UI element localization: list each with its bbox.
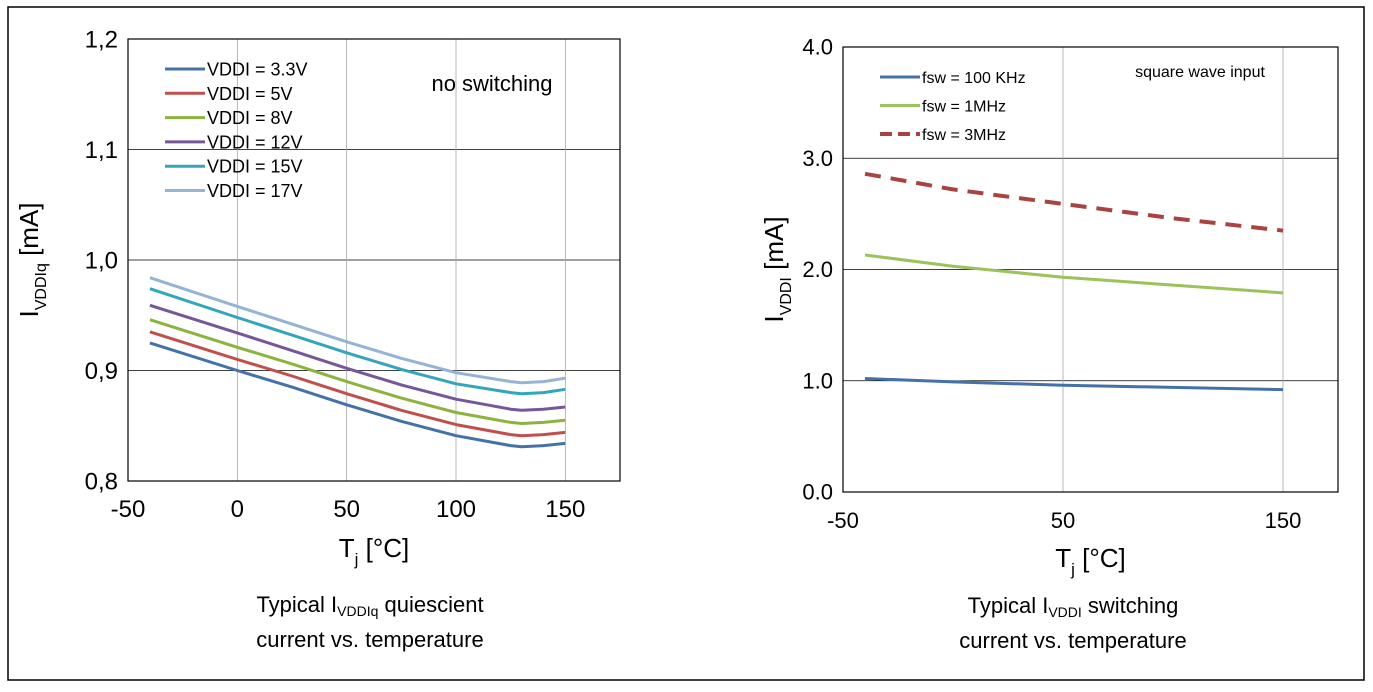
- x-axis-label-sub: j: [1070, 560, 1075, 579]
- x-tick-label: 150: [545, 496, 585, 523]
- series-line-1: [149, 341, 566, 449]
- x-tick-label: -50: [111, 496, 146, 523]
- y-axis-label-unit: [mA]: [14, 202, 44, 263]
- y-tick-label: 4.0: [802, 35, 833, 60]
- x-axis-label-main: T: [339, 533, 355, 563]
- series-line-5: [149, 287, 566, 396]
- legend-label-6: VDDI = 17V: [207, 181, 303, 201]
- legend-label-2: fsw = 1MHz: [922, 98, 1006, 115]
- y-axis-label-sub: VDDIq: [33, 263, 50, 310]
- y-axis-label-unit: [mA]: [759, 216, 789, 277]
- legend-label-3: fsw = 3MHz: [922, 127, 1006, 144]
- chart-title-text: quiescient: [378, 592, 483, 617]
- y-tick-label: 0,8: [85, 468, 118, 495]
- chart-title-line2: current vs. temperature: [959, 628, 1186, 653]
- x-axis-label-sub: j: [354, 550, 359, 569]
- chart-title-line1: Typical IVDDIq quiescient: [256, 592, 483, 619]
- series-line-1: [864, 377, 1284, 392]
- legend-label-1: VDDI = 3.3V: [207, 59, 308, 79]
- y-tick-label: 1.0: [802, 368, 833, 393]
- chart-title-text: Typical I: [256, 592, 337, 617]
- legend-label-5: VDDI = 15V: [207, 157, 303, 177]
- y-tick-label: 0,9: [85, 358, 118, 385]
- y-axis-label-main: I: [759, 315, 789, 322]
- series-line-4: [149, 303, 566, 412]
- legend-label-2: VDDI = 5V: [207, 84, 293, 104]
- chart-title-text: switching: [1082, 593, 1179, 618]
- y-axis-label: IVDDIq [mA]: [14, 202, 50, 317]
- legend-label-3: VDDI = 8V: [207, 108, 293, 128]
- x-tick-label: -50: [827, 508, 859, 533]
- x-axis-label: Tj [°C]: [1055, 543, 1126, 579]
- chart-title-line2: current vs. temperature: [256, 627, 483, 652]
- x-axis-label-unit: [°C]: [358, 533, 409, 563]
- chart-title-sub: VDDIq: [337, 603, 378, 619]
- y-axis-label: IVDDI [mA]: [759, 216, 795, 322]
- legend-label-4: VDDI = 12V: [207, 132, 303, 152]
- y-tick-label: 3.0: [802, 146, 833, 171]
- chart-title-text: Typical I: [968, 593, 1049, 618]
- y-tick-label: 1,2: [85, 26, 118, 53]
- y-axis-label-sub: VDDI: [778, 277, 795, 315]
- series-line-6: [149, 276, 566, 385]
- x-axis-label: Tj [°C]: [339, 533, 410, 569]
- x-tick-label: 0: [231, 496, 244, 523]
- legend: fsw = 100 KHz fsw = 1MHz fsw = 3MHz: [880, 70, 1026, 144]
- annotation: square wave input: [1135, 64, 1265, 81]
- y-tick-label: 1,1: [85, 137, 118, 164]
- y-tick-label: 0.0: [802, 480, 833, 505]
- x-tick-label: 150: [1265, 508, 1302, 533]
- plot-border: [842, 46, 1339, 493]
- legend-label-1: fsw = 100 KHz: [922, 70, 1026, 87]
- chart-title-line1: Typical IVDDI switching: [968, 593, 1179, 620]
- x-tick-label: 50: [333, 496, 360, 523]
- series-line-3: [149, 318, 566, 425]
- series-line-2: [864, 253, 1284, 295]
- x-tick-label: 100: [436, 496, 476, 523]
- series-line-3: [864, 171, 1284, 233]
- y-tick-label: 1,0: [85, 247, 118, 274]
- series-line-2: [149, 330, 566, 438]
- x-axis-label-main: T: [1055, 543, 1071, 573]
- y-axis-label-main: I: [14, 310, 44, 317]
- annotation: no switching: [431, 71, 552, 96]
- legend: VDDI = 3.3V VDDI = 5V VDDI = 8V VDDI = 12V V…: [165, 59, 308, 201]
- x-tick-label: 50: [1051, 508, 1075, 533]
- x-axis-label-unit: [°C]: [1075, 543, 1126, 573]
- y-tick-label: 2.0: [802, 257, 833, 282]
- plot-border: [127, 38, 621, 482]
- chart-title-sub: VDDI: [1048, 604, 1081, 620]
